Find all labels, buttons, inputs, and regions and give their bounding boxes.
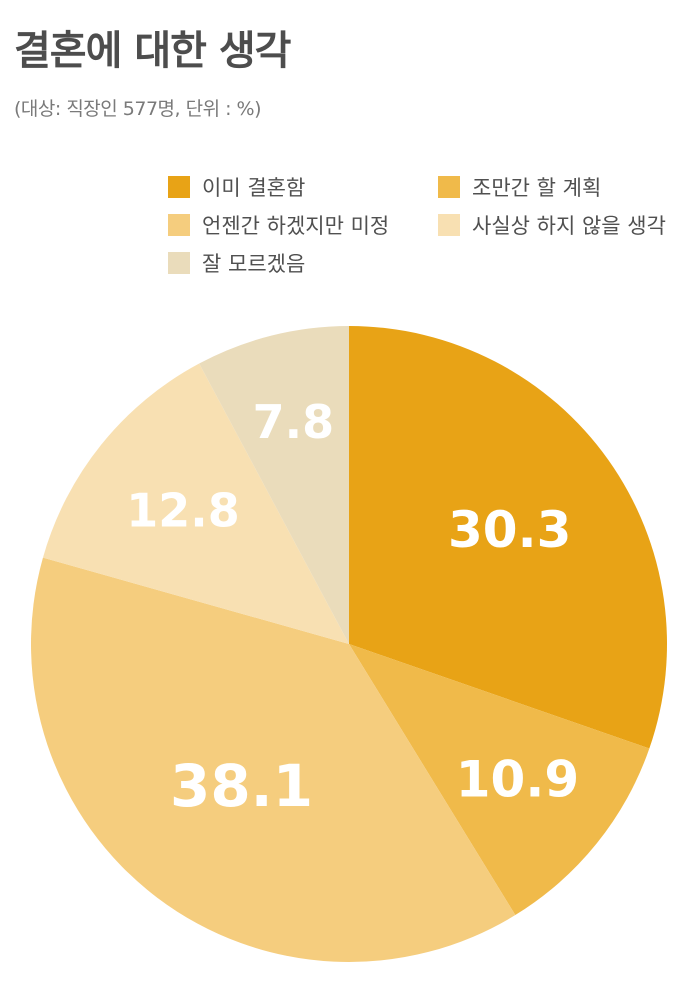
legend-swatch	[438, 176, 460, 198]
pie-slice	[349, 644, 650, 916]
legend-swatch	[168, 176, 190, 198]
slice-value-label: 12.8	[126, 483, 240, 537]
legend-item-not-sure: 잘 모르겠음	[168, 248, 305, 278]
slice-value-label: 10.9	[456, 751, 579, 809]
chart-title: 결혼에 대한 생각	[14, 28, 291, 74]
slice-value-label: 30.3	[448, 501, 571, 559]
legend-label: 잘 모르겠음	[202, 252, 306, 276]
pie-labels: 30.3 10.9 38.1 12.87.8	[126, 395, 579, 820]
legend-item-planning-soon: 조만간 할 계획	[438, 172, 601, 202]
legend-swatch	[438, 214, 460, 236]
slice-value-label: 38.1	[170, 752, 313, 820]
pie-slice	[31, 557, 516, 962]
pie-slices	[31, 326, 668, 962]
pie-slice	[349, 326, 668, 749]
legend-item-someday-undecided: 언젠간 하겠지만 미정	[168, 210, 389, 240]
pie-slice	[199, 326, 349, 644]
legend-label: 언젠간 하겠지만 미정	[202, 214, 390, 238]
pie-slice	[42, 363, 349, 644]
legend-label: 사실상 하지 않을 생각	[472, 214, 666, 238]
legend-label: 조만간 할 계획	[472, 176, 602, 200]
legend-item-practically-not: 사실상 하지 않을 생각	[438, 210, 666, 240]
chart-subtitle: (대상: 직장인 577명, 단위 : %)	[14, 98, 262, 120]
legend-swatch	[168, 214, 190, 236]
legend-swatch	[168, 252, 190, 274]
slice-value-label: 7.8	[253, 395, 335, 449]
legend-label: 이미 결혼함	[202, 176, 306, 200]
legend-item-already-married: 이미 결혼함	[168, 172, 305, 202]
